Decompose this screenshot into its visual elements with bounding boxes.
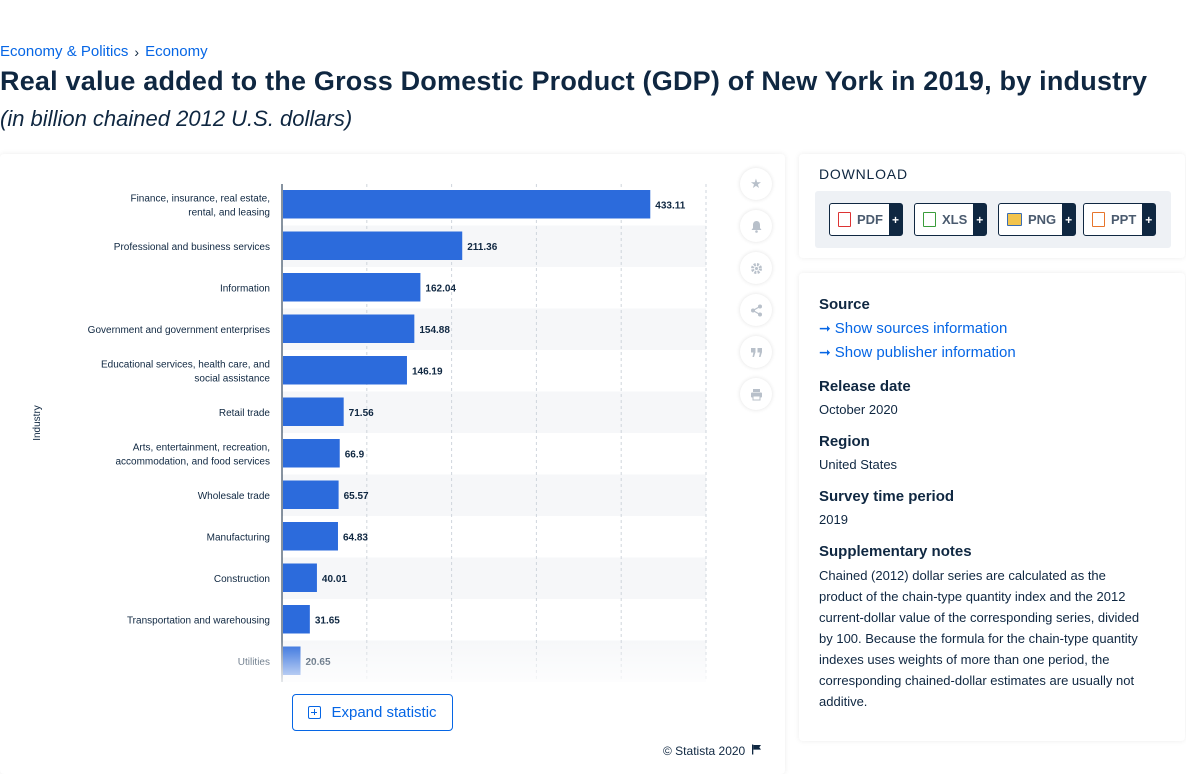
quote-icon[interactable] [740, 336, 772, 368]
region-value: United States [819, 457, 898, 472]
data-label: 66.9 [345, 449, 365, 460]
download-png-label: PNG [1028, 212, 1057, 227]
xls-icon [923, 212, 936, 227]
bar [283, 605, 310, 634]
flag-icon[interactable] [751, 744, 762, 758]
bar [283, 314, 415, 343]
bar [283, 522, 338, 551]
show-sources-label: Show sources information [834, 320, 1008, 337]
category-label: Retail trade [219, 408, 271, 419]
data-label: 40.01 [322, 574, 347, 585]
survey-period-heading: Survey time period [819, 488, 955, 505]
bar [283, 439, 340, 468]
chevron-right-icon: › [134, 43, 140, 60]
download-png-button[interactable]: PNG + [998, 203, 1077, 236]
ppt-icon [1092, 212, 1105, 227]
share-icon[interactable] [740, 294, 772, 326]
survey-period-value: 2019 [819, 512, 848, 527]
breadcrumb: Economy & Politics › Economy [0, 43, 208, 60]
download-panel: DOWNLOAD PDF + XLS + PNG + PPT + [799, 154, 1185, 258]
pdf-icon [838, 212, 851, 227]
breadcrumb-economy-politics[interactable]: Economy & Politics [0, 43, 129, 60]
star-icon[interactable]: ★ [740, 168, 772, 200]
breadcrumb-economy[interactable]: Economy [145, 43, 208, 60]
bar [283, 356, 407, 385]
supplementary-notes-text: Chained (2012) dollar series are calcula… [819, 568, 1140, 709]
data-label: 64.83 [343, 532, 368, 543]
download-bar: PDF + XLS + PNG + PPT + [815, 191, 1171, 248]
category-label: Educational services, health care, and so… [101, 359, 270, 384]
page-subtitle: (in billion chained 2012 U.S. dollars) [0, 106, 353, 131]
bell-icon[interactable] [740, 210, 772, 242]
bar [283, 273, 421, 302]
data-label: 65.57 [344, 491, 369, 502]
expand-statistic-button[interactable]: Expand statistic [292, 694, 453, 731]
release-date-heading: Release date [819, 378, 911, 395]
gear-icon[interactable] [740, 252, 772, 284]
chart-toolbar: ★ [740, 168, 772, 410]
download-title: DOWNLOAD [819, 166, 908, 182]
category-label: Professional and business services [114, 242, 270, 253]
download-pdf-button[interactable]: PDF + [829, 203, 903, 236]
plus-icon: + [973, 204, 987, 235]
print-icon[interactable] [740, 378, 772, 410]
data-label: 71.56 [349, 408, 374, 419]
data-label: 162.04 [425, 283, 456, 294]
data-label: 31.65 [315, 615, 340, 626]
chart-card: 433.11 Finance, insurance, real estate, re… [0, 154, 785, 774]
bar [283, 480, 339, 509]
plus-icon: + [1142, 204, 1156, 235]
category-label: Construction [214, 574, 270, 585]
arrow-right-icon: ➞ [819, 344, 831, 360]
supplementary-notes-heading: Supplementary notes [819, 543, 972, 560]
arrow-right-icon: ➞ [819, 320, 831, 336]
png-icon [1007, 213, 1022, 226]
bar [283, 231, 463, 260]
data-label: 433.11 [655, 200, 685, 211]
show-sources-link[interactable]: ➞ Show sources information [819, 320, 1007, 337]
show-publisher-link[interactable]: ➞ Show publisher information [819, 344, 1016, 361]
bar [283, 563, 317, 592]
download-xls-button[interactable]: XLS + [914, 203, 988, 236]
y-axis-title: Industry [32, 405, 43, 441]
chart-fade-overlay [0, 640, 710, 684]
category-label: Wholesale trade [198, 491, 271, 502]
row-band [282, 474, 706, 516]
expand-icon [308, 706, 322, 719]
data-label: 211.36 [467, 242, 497, 253]
category-label: Information [220, 283, 270, 294]
category-label: Transportation and warehousing [127, 615, 270, 626]
row-band [282, 391, 706, 433]
page-title: Real value added to the Gross Domestic P… [0, 66, 1148, 96]
category-label: Government and government enterprises [88, 325, 270, 336]
region-heading: Region [819, 433, 870, 450]
data-label: 154.88 [419, 325, 450, 336]
category-label: Arts, entertainment, recreation, accommod… [115, 442, 270, 467]
expand-statistic-label: Expand statistic [331, 704, 437, 721]
source-heading: Source [819, 296, 870, 313]
copyright: © Statista 2020 [663, 744, 762, 758]
download-pdf-label: PDF [857, 212, 883, 227]
category-label: Manufacturing [207, 532, 270, 543]
category-label: Finance, insurance, real estate, rental, … [130, 193, 270, 218]
plus-icon: + [889, 204, 902, 235]
download-ppt-button[interactable]: PPT + [1083, 203, 1157, 236]
row-band [282, 557, 706, 599]
data-label: 146.19 [412, 366, 443, 377]
download-ppt-label: PPT [1111, 212, 1137, 227]
bar [283, 397, 344, 426]
release-date-value: October 2020 [819, 402, 898, 417]
statistic-details-panel: Source ➞ Show sources information ➞ Show… [799, 273, 1185, 741]
bar [283, 190, 651, 219]
show-publisher-label: Show publisher information [834, 344, 1016, 361]
copyright-text: © Statista 2020 [663, 744, 746, 758]
download-xls-label: XLS [942, 212, 968, 227]
plus-icon: + [1062, 204, 1076, 235]
bar-chart: 433.11 Finance, insurance, real estate, re… [0, 184, 710, 684]
